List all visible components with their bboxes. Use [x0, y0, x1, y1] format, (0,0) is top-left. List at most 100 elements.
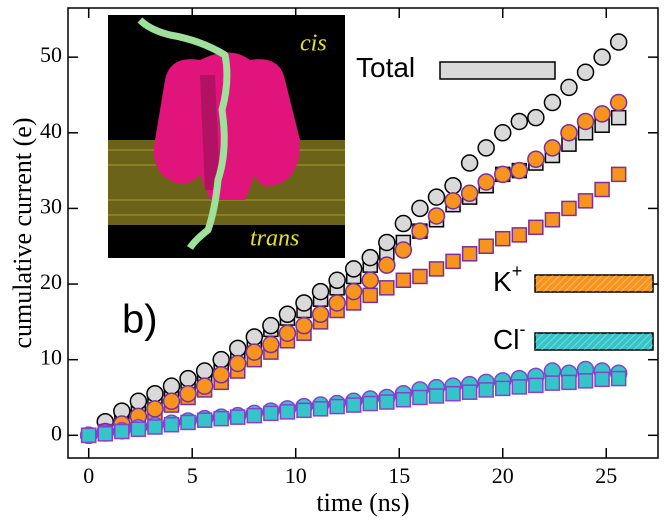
x-tick-label: 0	[83, 463, 94, 488]
plot-frame	[67, 7, 659, 459]
data-point	[344, 282, 363, 301]
data-point	[246, 407, 263, 424]
data-point	[361, 248, 379, 267]
data-point	[411, 199, 429, 218]
data-point	[361, 271, 379, 290]
legend-swatch	[439, 61, 556, 80]
data-point	[577, 193, 594, 209]
data-point	[444, 192, 462, 210]
panel-label: b)	[122, 298, 158, 342]
x-axis-label: time (ns)	[316, 488, 409, 517]
data-point	[362, 395, 378, 412]
data-point	[428, 261, 445, 277]
data-point	[328, 271, 346, 290]
data-point	[494, 380, 511, 397]
data-point	[544, 212, 561, 228]
data-point	[147, 419, 163, 435]
data-point	[230, 409, 246, 425]
inset: cis trans	[108, 15, 345, 258]
data-point	[295, 294, 313, 312]
legend-label: K+	[493, 261, 522, 298]
data-point	[245, 343, 264, 361]
data-point	[129, 392, 148, 411]
data-point	[477, 173, 495, 191]
data-point	[543, 139, 562, 157]
y-tick-label: 40	[40, 118, 62, 143]
data-point	[576, 63, 595, 82]
data-point	[212, 366, 230, 384]
data-point	[412, 268, 428, 285]
data-point	[279, 404, 296, 420]
data-point	[378, 256, 396, 274]
data-point	[460, 184, 479, 203]
data-point	[411, 222, 429, 240]
data-point	[329, 398, 345, 415]
data-point	[262, 316, 280, 335]
legend-label-sup: -	[519, 319, 525, 339]
plot-area	[79, 33, 628, 445]
data-point	[445, 385, 461, 402]
data-point	[493, 124, 512, 142]
data-point	[511, 379, 528, 395]
data-point	[428, 388, 445, 404]
legend-label: Total	[356, 52, 415, 83]
data-point	[593, 48, 611, 66]
data-point	[444, 176, 462, 195]
legend-label: Cl-	[493, 319, 525, 356]
data-point	[478, 238, 494, 254]
data-point	[427, 188, 446, 206]
data-point	[577, 373, 594, 389]
data-point	[478, 382, 494, 398]
data-point	[493, 165, 512, 184]
data-point	[213, 410, 229, 427]
data-point	[162, 392, 181, 411]
x-tick-label: 5	[187, 463, 198, 488]
data-point	[146, 400, 164, 418]
data-point	[312, 401, 329, 417]
inset-label-trans: trans	[250, 226, 299, 252]
data-point	[544, 375, 561, 391]
data-point	[527, 150, 545, 169]
data-point	[560, 78, 578, 97]
data-point	[609, 93, 628, 112]
data-point	[543, 93, 562, 112]
x-tick-label: 10	[285, 463, 307, 488]
data-point	[195, 377, 214, 395]
data-point	[594, 181, 610, 198]
data-point	[511, 227, 528, 243]
data-point	[345, 397, 362, 413]
y-tick-label: 20	[40, 269, 62, 294]
data-point	[163, 416, 180, 433]
data-point	[229, 339, 247, 358]
data-point	[262, 335, 280, 354]
data-point	[610, 370, 627, 387]
data-point	[609, 33, 628, 51]
data-point	[594, 371, 610, 388]
data-point	[296, 402, 312, 419]
data-point	[460, 154, 479, 172]
data-point	[114, 423, 130, 440]
data-point	[561, 200, 577, 217]
legend-label-base: Total	[356, 52, 415, 83]
data-point	[362, 287, 378, 304]
data-point	[278, 324, 297, 342]
data-point	[229, 354, 247, 373]
legend-label-base: K	[493, 266, 512, 297]
data-point	[379, 280, 395, 296]
y-tick-label: 10	[40, 345, 62, 370]
data-point	[179, 369, 197, 388]
data-point	[510, 161, 529, 180]
data-point	[461, 384, 478, 400]
data-point	[311, 305, 330, 324]
data-point	[395, 392, 412, 408]
data-point	[593, 105, 611, 123]
data-point	[162, 377, 181, 395]
data-point	[195, 362, 214, 380]
data-point	[295, 316, 313, 335]
data-point	[561, 374, 577, 391]
data-point	[461, 246, 478, 262]
data-point	[180, 414, 196, 431]
data-point	[245, 328, 264, 346]
data-point	[527, 108, 545, 127]
